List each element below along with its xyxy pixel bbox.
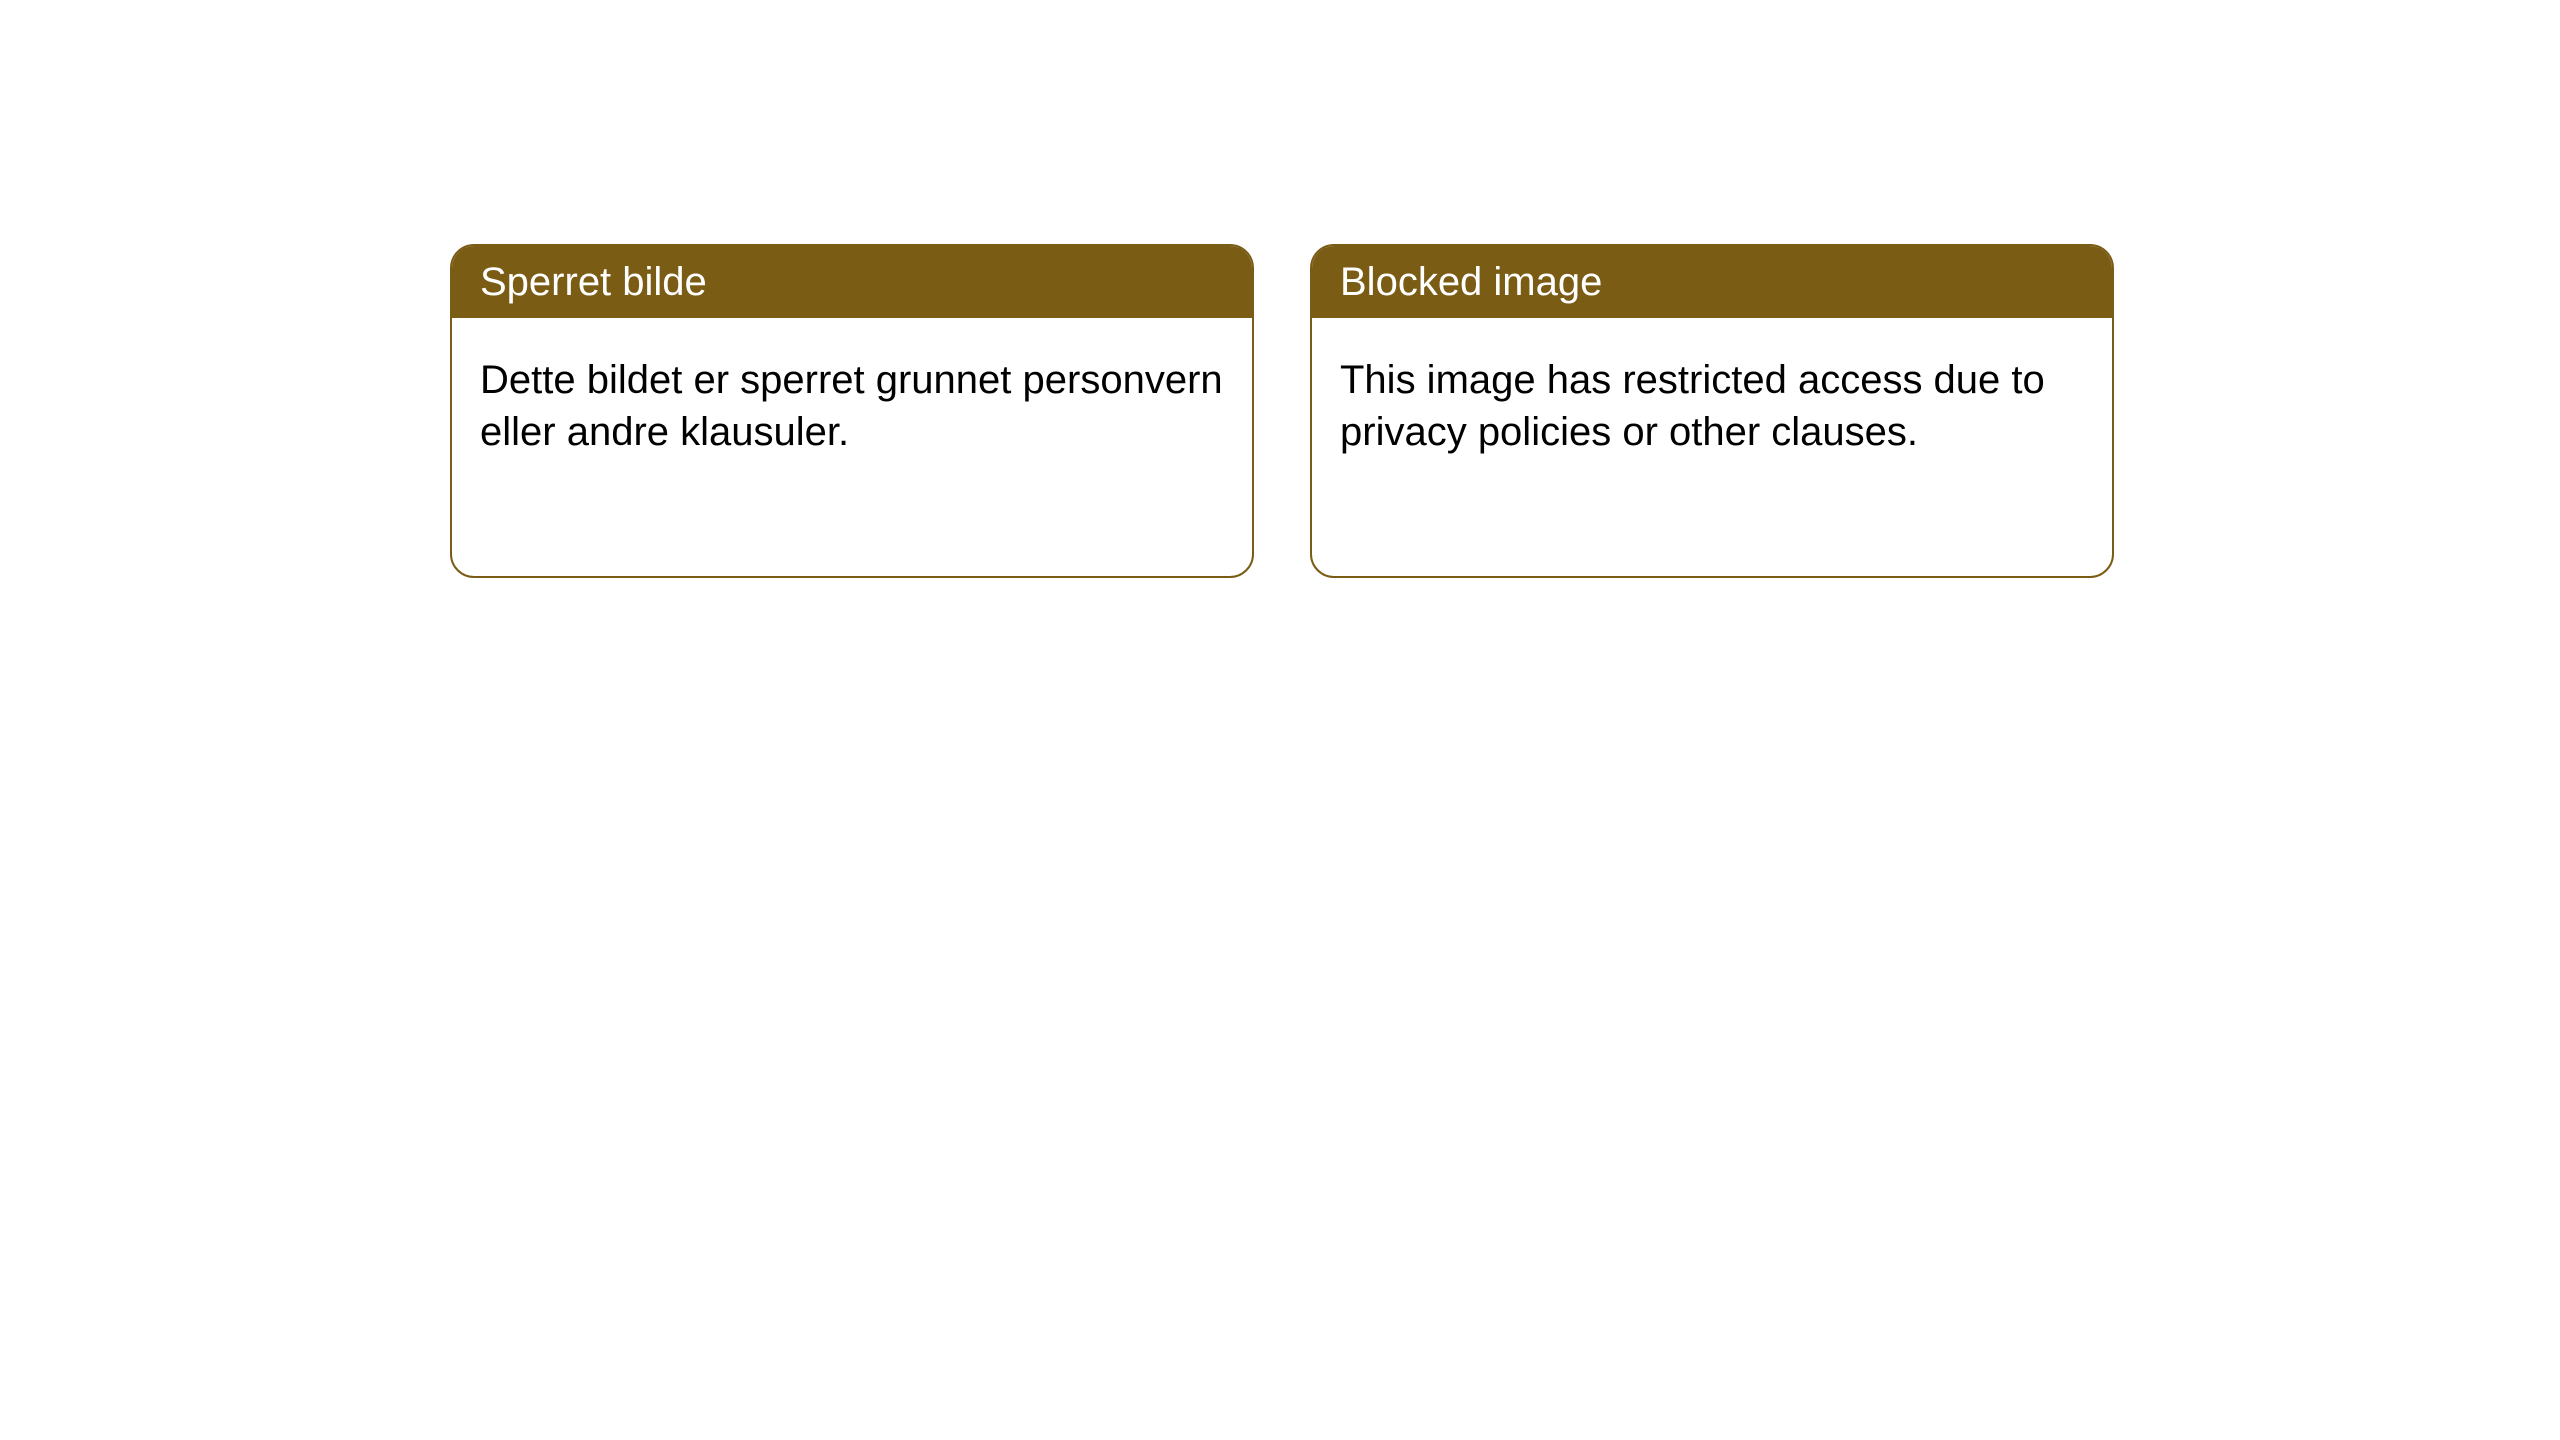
notice-container: Sperret bilde Dette bildet er sperret gr… [0,0,2560,578]
card-body-text: Dette bildet er sperret grunnet personve… [480,358,1223,454]
card-header: Sperret bilde [452,246,1252,318]
card-title: Blocked image [1340,260,1602,304]
notice-card-english: Blocked image This image has restricted … [1310,244,2114,578]
card-title: Sperret bilde [480,260,707,304]
card-body-text: This image has restricted access due to … [1340,358,2045,454]
card-body: This image has restricted access due to … [1312,318,2112,494]
card-body: Dette bildet er sperret grunnet personve… [452,318,1252,494]
card-header: Blocked image [1312,246,2112,318]
notice-card-norwegian: Sperret bilde Dette bildet er sperret gr… [450,244,1254,578]
